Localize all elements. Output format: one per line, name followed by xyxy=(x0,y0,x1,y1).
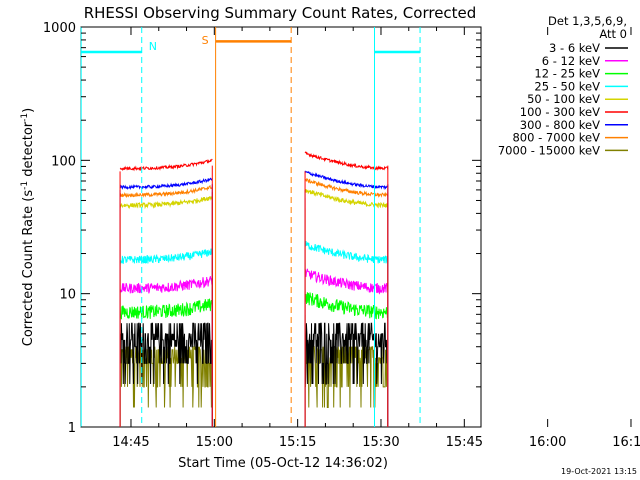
x-axis-label: Start Time (05-Oct-12 14:36:02) xyxy=(178,456,388,471)
y-axis-label-part-1: Corrected Count Rate (s xyxy=(21,190,36,347)
legend-header-line-1: Det 1,3,5,6,9, xyxy=(548,14,627,28)
y-axis-label-exponent-1: -1 xyxy=(20,181,30,190)
y-axis: 1 10 100 1000 xyxy=(43,21,481,436)
x-tick-label: 15:15 xyxy=(279,435,316,450)
series-layer xyxy=(119,151,389,427)
series-4-segment-1 xyxy=(304,189,389,209)
series-0-segment-0 xyxy=(119,322,213,385)
legend-label-3: 25 - 50 keV xyxy=(534,79,600,93)
legend-label-0: 3 - 6 keV xyxy=(549,41,600,55)
x-tick-label: 16:15 xyxy=(612,435,640,450)
x-tick-label: 15:45 xyxy=(446,435,483,450)
x-tick-label: 16:00 xyxy=(529,435,566,450)
chart-title: RHESSI Observing Summary Count Rates, Co… xyxy=(84,4,477,22)
legend-label-5: 100 - 300 keV xyxy=(520,105,600,119)
y-axis-label: Corrected Count Rate (s-1 detector-1) xyxy=(20,108,36,346)
series-4-segment-0 xyxy=(119,195,213,210)
legend-label-2: 12 - 25 keV xyxy=(534,67,600,81)
footer-date: 19-Oct-2021 13:15 xyxy=(561,467,637,476)
legend-label-4: 50 - 100 keV xyxy=(527,92,600,106)
x-tick-label: 14:45 xyxy=(112,435,149,450)
series-1-segment-1 xyxy=(304,268,389,295)
y-tick-label: 1000 xyxy=(43,21,76,36)
x-axis: 14:45 15:00 15:15 15:30 15:45 16:00 16:15 xyxy=(112,27,640,450)
legend-label-8: 7000 - 15000 keV xyxy=(498,143,600,157)
y-tick-label: 100 xyxy=(51,154,76,169)
series-5-segment-0 xyxy=(119,158,213,172)
series-7-segment-0 xyxy=(119,184,213,199)
series-2-segment-0 xyxy=(119,298,213,320)
plot-frame xyxy=(80,26,482,428)
legend-header-line-2: Att 0 xyxy=(599,27,627,41)
y-axis-label-exponent-2: -1 xyxy=(20,113,30,122)
series-3-segment-0 xyxy=(119,248,213,265)
series-6-segment-0 xyxy=(119,177,213,190)
night-marker-label: N xyxy=(149,40,157,53)
y-tick-label: 1 xyxy=(68,421,76,436)
series-2-segment-1 xyxy=(304,292,389,320)
x-tick-label: 15:00 xyxy=(196,435,233,450)
legend-label-7: 800 - 7000 keV xyxy=(512,131,600,145)
legend-label-6: 300 - 800 keV xyxy=(520,118,600,132)
series-1-segment-0 xyxy=(119,276,213,294)
y-axis-label-part-2: detector xyxy=(21,121,36,181)
x-tick-label: 15:30 xyxy=(362,435,399,450)
series-5-segment-1 xyxy=(304,151,389,171)
series-3-segment-1 xyxy=(304,240,389,264)
legend-label-1: 6 - 12 keV xyxy=(542,54,600,68)
saa-marker-label: S xyxy=(202,34,209,47)
y-axis-label-part-3: ) xyxy=(21,108,36,113)
y-tick-label: 10 xyxy=(59,288,76,303)
